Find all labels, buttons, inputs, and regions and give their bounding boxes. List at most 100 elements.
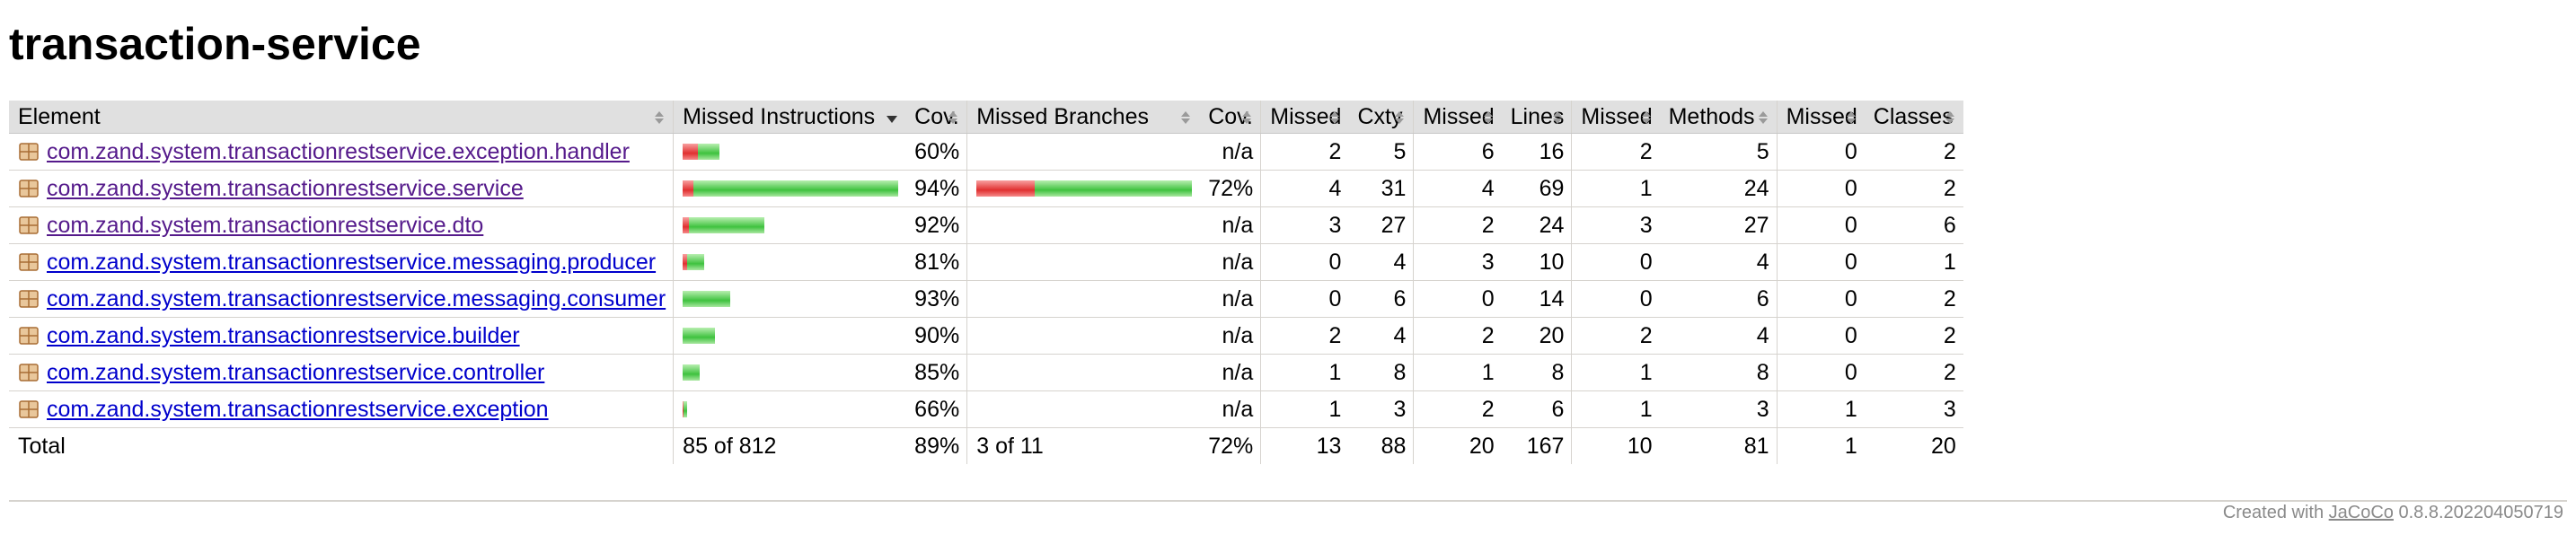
instruction-coverage-bar — [683, 364, 898, 382]
package-icon — [19, 290, 39, 308]
package-icon — [19, 253, 39, 271]
sort-icon — [655, 111, 665, 124]
package-link[interactable]: com.zand.system.transactionrestservice.m… — [47, 249, 657, 275]
missed-bar-segment — [683, 217, 690, 233]
header-methods[interactable]: Methods — [1659, 101, 1778, 134]
instr-cov-cell: 81% — [905, 243, 967, 281]
header-classes[interactable]: Classes — [1864, 101, 1963, 134]
missed-lines-cell: 4 — [1413, 170, 1502, 207]
package-link[interactable]: com.zand.system.transactionrestservice.e… — [47, 396, 549, 422]
lines-cell: 10 — [1501, 243, 1572, 281]
cxty-cell: 27 — [1348, 206, 1414, 244]
header-missed-classes-label: Missed — [1786, 103, 1857, 129]
header-missed-instructions[interactable]: Missed Instructions — [673, 101, 906, 134]
package-link[interactable]: com.zand.system.transactionrestservice.b… — [47, 322, 520, 348]
branch-cov-cell: n/a — [1199, 206, 1261, 244]
total-label: Total — [18, 433, 66, 459]
page-title: transaction-service — [9, 19, 421, 69]
methods-cell: 24 — [1659, 170, 1778, 207]
missed-bar-segment — [683, 254, 688, 270]
missed-cxty-cell: 2 — [1260, 133, 1349, 171]
missed-instructions-cell — [673, 170, 906, 207]
instruction-coverage-bar — [683, 327, 898, 345]
header-missed-methods[interactable]: Missed — [1571, 101, 1660, 134]
missed-classes-cell: 0 — [1776, 243, 1865, 281]
missed-branches-cell — [966, 280, 1200, 318]
table-row: com.zand.system.transactionrestservice.c… — [9, 354, 1963, 391]
missed-branches-cell — [966, 170, 1200, 207]
table-row: com.zand.system.transactionrestservice.e… — [9, 133, 1963, 171]
header-cxty[interactable]: Cxty — [1348, 101, 1414, 134]
header-missed-branches[interactable]: Missed Branches — [966, 101, 1200, 134]
missed-cxty-cell: 0 — [1260, 280, 1349, 318]
header-missed-lines[interactable]: Missed — [1413, 101, 1502, 134]
package-icon — [19, 364, 39, 382]
branch-coverage-bar — [976, 180, 1193, 197]
missed-branches-cell — [966, 317, 1200, 355]
header-branch-cov[interactable]: Cov. — [1199, 101, 1261, 134]
package-link[interactable]: com.zand.system.transactionrestservice.s… — [47, 175, 524, 201]
methods-cell: 4 — [1659, 317, 1778, 355]
header-missed-classes[interactable]: Missed — [1776, 101, 1865, 134]
instr-cov-cell: 90% — [905, 317, 967, 355]
methods-cell: 8 — [1659, 354, 1778, 391]
branch-cov-cell: 72% — [1199, 170, 1261, 207]
missed-branches-cell — [966, 133, 1200, 171]
covered-bar-segment — [689, 217, 765, 233]
total-missed-instructions: 85 of 812 — [673, 427, 906, 464]
missed-instructions-cell — [673, 317, 906, 355]
missed-instructions-cell — [673, 206, 906, 244]
jacoco-link[interactable]: JaCoCo — [2328, 503, 2394, 522]
classes-cell: 1 — [1864, 243, 1963, 281]
header-element[interactable]: Element — [9, 101, 674, 134]
element-cell: com.zand.system.transactionrestservice.d… — [9, 206, 674, 244]
missed-classes-cell: 0 — [1776, 317, 1865, 355]
header-lines[interactable]: Lines — [1501, 101, 1572, 134]
header-methods-label: Methods — [1668, 103, 1755, 129]
package-link[interactable]: com.zand.system.transactionrestservice.e… — [47, 138, 630, 164]
missed-classes-cell: 0 — [1776, 280, 1865, 318]
lines-cell: 24 — [1501, 206, 1572, 244]
missed-methods-cell: 0 — [1571, 280, 1660, 318]
covered-bar-segment — [693, 180, 899, 197]
classes-cell: 3 — [1864, 390, 1963, 428]
instr-cov-cell: 66% — [905, 390, 967, 428]
covered-bar-segment — [683, 364, 701, 381]
instruction-coverage-bar — [683, 290, 898, 308]
cxty-cell: 5 — [1348, 133, 1414, 171]
header-missed-cxty-label: Missed — [1270, 103, 1342, 129]
instruction-coverage-bar — [683, 253, 898, 271]
element-cell: com.zand.system.transactionrestservice.e… — [9, 133, 674, 171]
missed-classes-cell: 0 — [1776, 354, 1865, 391]
missed-classes-cell: 0 — [1776, 170, 1865, 207]
methods-cell: 27 — [1659, 206, 1778, 244]
header-missed-instructions-label: Missed Instructions — [683, 103, 876, 129]
missed-methods-cell: 1 — [1571, 390, 1660, 428]
instr-cov-cell: 85% — [905, 354, 967, 391]
package-link[interactable]: com.zand.system.transactionrestservice.c… — [47, 359, 545, 385]
total-missed-branches: 3 of 11 — [966, 427, 1200, 464]
lines-cell: 8 — [1501, 354, 1572, 391]
classes-cell: 6 — [1864, 206, 1963, 244]
missed-branches-cell — [966, 243, 1200, 281]
classes-cell: 2 — [1864, 170, 1963, 207]
package-icon — [19, 400, 39, 418]
header-cxty-label: Cxty — [1357, 103, 1403, 129]
missed-bar-segment — [976, 180, 1036, 197]
covered-bar-segment — [684, 401, 688, 417]
header-missed-cxty[interactable]: Missed — [1260, 101, 1349, 134]
missed-instructions-cell — [673, 133, 906, 171]
package-link[interactable]: com.zand.system.transactionrestservice.d… — [47, 212, 484, 238]
methods-cell: 5 — [1659, 133, 1778, 171]
table-row: com.zand.system.transactionrestservice.d… — [9, 206, 1963, 244]
missed-cxty-cell: 2 — [1260, 317, 1349, 355]
header-missed-lines-label: Missed — [1423, 103, 1495, 129]
package-link[interactable]: com.zand.system.transactionrestservice.m… — [47, 285, 666, 311]
header-instr-cov[interactable]: Cov. — [905, 101, 967, 134]
instr-cov-cell: 92% — [905, 206, 967, 244]
sort-icon — [1945, 111, 1954, 124]
table-row: com.zand.system.transactionrestservice.e… — [9, 390, 1963, 428]
missed-methods-cell: 3 — [1571, 206, 1660, 244]
missed-instructions-cell — [673, 280, 906, 318]
header-missed-branches-label: Missed Branches — [976, 103, 1149, 129]
